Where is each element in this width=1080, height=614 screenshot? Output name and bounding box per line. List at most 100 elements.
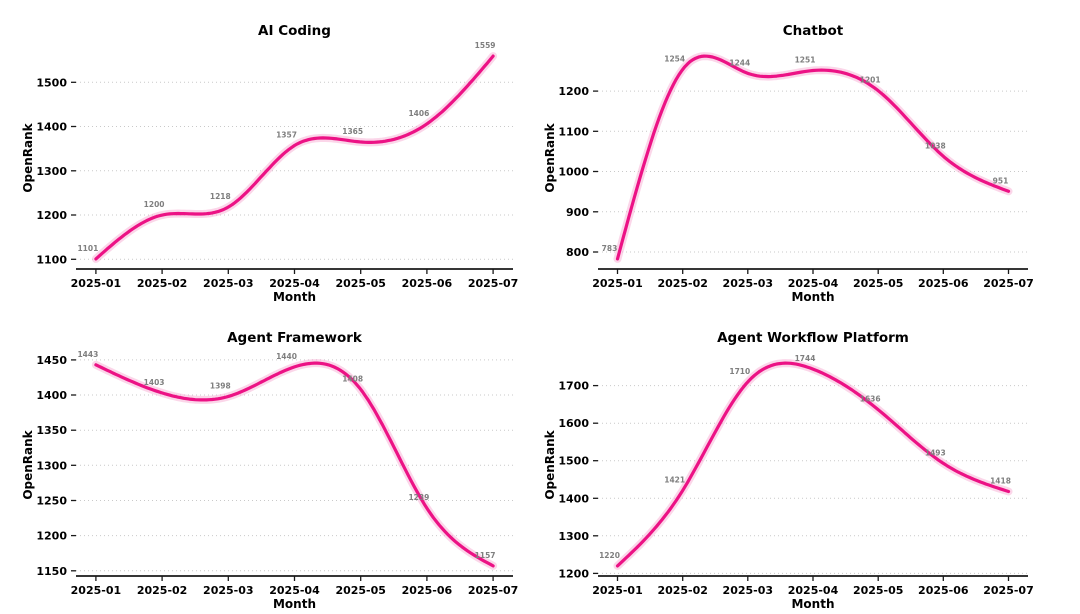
x-tick-label: 2025-01 xyxy=(71,277,122,290)
x-tick-marks xyxy=(95,269,494,274)
chart-title: Agent Workflow Platform xyxy=(717,330,909,346)
x-tick-label: 2025-02 xyxy=(137,584,188,597)
y-tick-label: 1100 xyxy=(36,253,67,266)
value-label: 1744 xyxy=(795,354,816,363)
y-tick-labels: 1100 1200 1300 1400 1500 xyxy=(36,76,67,266)
value-label: 1365 xyxy=(342,127,363,136)
value-label: 1220 xyxy=(599,551,620,560)
y-tick-label: 1300 xyxy=(36,459,67,472)
value-label: 1244 xyxy=(729,58,750,67)
y-tick-label: 1400 xyxy=(36,121,67,134)
y-tick-label: 1500 xyxy=(36,76,67,89)
y-tick-labels: 1150 1200 1250 1300 1350 1400 1450 xyxy=(36,354,67,578)
y-tick-marks xyxy=(71,359,76,572)
x-tick-label: 2025-05 xyxy=(335,584,386,597)
y-tick-labels: 800 900 1000 1100 1200 xyxy=(558,85,589,259)
subplot-agent-framework: Agent Framework OpenRank 1150 1200 1250 130… xyxy=(0,307,540,614)
x-tick-label: 2025-04 xyxy=(269,277,320,290)
value-label: 783 xyxy=(602,244,618,253)
value-labels: 1443 1403 1398 1440 1408 1239 1157 xyxy=(77,350,495,560)
value-label: 1408 xyxy=(342,374,363,383)
x-tick-labels: 2025-01 2025-02 2025-03 2025-04 2025-05 2025-… xyxy=(71,584,519,597)
line-series xyxy=(615,361,1011,568)
y-tick-marks xyxy=(593,384,598,575)
x-tick-labels: 2025-01 2025-02 2025-03 2025-04 2025-05 2025-… xyxy=(592,277,1034,290)
value-label: 1218 xyxy=(210,192,231,201)
x-tick-label: 2025-07 xyxy=(468,277,519,290)
x-tick-label: 2025-02 xyxy=(657,277,708,290)
value-label: 1201 xyxy=(860,76,881,85)
value-label: 1357 xyxy=(276,131,297,140)
value-labels: 1101 1200 1218 1357 1365 1406 1559 xyxy=(77,41,495,253)
y-tick-label: 800 xyxy=(566,246,589,259)
x-tick-label: 2025-03 xyxy=(203,277,254,290)
y-tick-label: 1100 xyxy=(558,125,589,138)
x-tick-label: 2025-02 xyxy=(657,584,708,597)
x-tick-labels: 2025-01 2025-02 2025-03 2025-04 2025-05 2025-… xyxy=(592,584,1034,597)
x-tick-label: 2025-03 xyxy=(723,277,774,290)
line-series-halo xyxy=(91,52,498,263)
value-label: 1406 xyxy=(408,109,429,118)
x-tick-marks xyxy=(616,269,1010,274)
value-label: 1403 xyxy=(144,378,165,387)
x-tick-label: 2025-05 xyxy=(335,277,386,290)
y-tick-marks xyxy=(593,90,598,253)
x-tick-marks xyxy=(95,576,494,581)
x-tick-label: 2025-01 xyxy=(592,277,643,290)
y-tick-label: 1500 xyxy=(558,455,589,468)
value-label: 1636 xyxy=(860,395,881,404)
value-label: 1251 xyxy=(795,56,816,65)
y-tick-label: 1000 xyxy=(558,166,589,179)
x-tick-label: 2025-07 xyxy=(468,584,519,597)
y-tick-label: 1200 xyxy=(558,85,589,98)
y-tick-label: 1300 xyxy=(558,530,589,543)
y-tick-label: 1200 xyxy=(36,209,67,222)
y-tick-label: 900 xyxy=(566,206,589,219)
line-plot-svg: 800 900 1000 1100 1200 2025-01 2025-02 2025-03 2… xyxy=(558,52,1034,290)
x-axis-label: Month xyxy=(791,597,835,611)
value-label: 1443 xyxy=(77,350,98,359)
x-axis-label: Month xyxy=(272,290,316,304)
value-label: 1493 xyxy=(925,448,946,457)
value-label: 1559 xyxy=(475,41,496,50)
y-tick-label: 1250 xyxy=(36,495,67,508)
value-label: 1038 xyxy=(925,141,946,150)
x-tick-label: 2025-01 xyxy=(592,584,643,597)
value-label: 1440 xyxy=(276,352,297,361)
x-tick-label: 2025-06 xyxy=(918,584,969,597)
x-tick-label: 2025-02 xyxy=(137,277,188,290)
value-label: 1710 xyxy=(729,367,750,376)
grid-lines xyxy=(598,385,1028,574)
x-tick-label: 2025-04 xyxy=(269,584,320,597)
value-label: 1398 xyxy=(210,381,231,390)
subplot-ai-coding: AI Coding OpenRank 1100 1200 1300 1400 1500 2… xyxy=(0,0,540,307)
x-axis-label: Month xyxy=(791,290,835,304)
y-tick-marks xyxy=(71,81,76,260)
x-tick-label: 2025-04 xyxy=(788,584,839,597)
chart-title: Chatbot xyxy=(782,23,844,39)
value-label: 1101 xyxy=(77,244,98,253)
y-tick-label: 1150 xyxy=(36,565,67,578)
y-tick-label: 1600 xyxy=(558,417,589,430)
line-series-halo xyxy=(613,359,1013,570)
x-tick-label: 2025-05 xyxy=(853,277,904,290)
value-label: 1254 xyxy=(664,54,685,63)
line-series-halo xyxy=(613,52,1013,263)
value-label: 1157 xyxy=(475,551,496,560)
value-labels: 783 1254 1244 1251 1201 1038 951 xyxy=(602,54,1009,253)
x-tick-label: 2025-03 xyxy=(723,584,774,597)
y-tick-label: 1700 xyxy=(558,380,589,393)
x-tick-label: 2025-06 xyxy=(402,277,453,290)
y-tick-label: 1450 xyxy=(36,354,67,367)
line-series-halo xyxy=(91,359,498,570)
x-tick-labels: 2025-01 2025-02 2025-03 2025-04 2025-05 2025-… xyxy=(71,277,519,290)
x-axis-label: Month xyxy=(272,597,316,611)
value-label: 1200 xyxy=(144,200,165,209)
x-tick-label: 2025-07 xyxy=(983,584,1034,597)
x-tick-label: 2025-07 xyxy=(983,277,1034,290)
subplot-agent-workflow-platform: Agent Workflow Platform OpenRank 1200 130… xyxy=(540,307,1080,614)
x-tick-marks xyxy=(616,576,1010,581)
